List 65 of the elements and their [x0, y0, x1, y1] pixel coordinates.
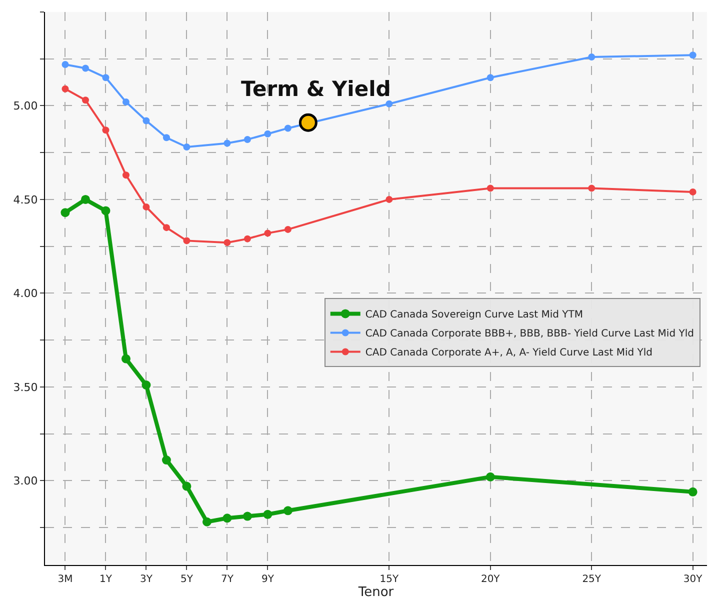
- y-tick-label: 5.00: [13, 100, 38, 113]
- point: [142, 203, 150, 210]
- point: [142, 117, 150, 124]
- point: [62, 85, 69, 92]
- x-tick-label: 25Y: [582, 574, 602, 585]
- point: [182, 482, 192, 491]
- legend-label: CAD Canada Corporate BBB+, BBB, BBB- Yield Curve Last Mid Yld: [365, 328, 694, 340]
- point: [162, 456, 171, 465]
- y-tick-label: 3.00: [13, 474, 38, 488]
- point: [202, 517, 212, 526]
- point: [162, 134, 170, 142]
- point: [298, 113, 318, 132]
- x-tick-label: 15Y: [380, 574, 400, 585]
- point: [486, 472, 495, 482]
- point: [284, 226, 292, 233]
- y-tick-label: 3.50: [13, 380, 38, 394]
- point: [283, 506, 292, 516]
- point: [82, 64, 89, 72]
- point: [244, 136, 251, 143]
- point: [263, 510, 272, 519]
- x-tick-label: 20Y: [480, 574, 501, 585]
- point: [82, 96, 89, 104]
- point: [264, 130, 272, 138]
- point: [244, 235, 251, 242]
- point: [284, 124, 292, 132]
- point: [264, 230, 272, 237]
- point: [122, 98, 130, 106]
- point: [224, 239, 231, 246]
- point: [102, 126, 110, 134]
- legend-label: CAD Canada Sovereign Curve Last Mid YTM: [365, 310, 584, 321]
- point: [102, 74, 110, 82]
- point: [60, 208, 70, 218]
- point: [122, 172, 130, 179]
- x-tick-label: 9Y: [261, 574, 275, 585]
- point: [62, 60, 69, 68]
- point: [142, 380, 151, 390]
- point: [689, 52, 696, 59]
- point: [222, 514, 232, 523]
- legend-label: CAD Canada Corporate A+, A, A- Yield Curve Last Mid Yld: [365, 348, 653, 359]
- point: [183, 143, 190, 150]
- point: [588, 53, 596, 60]
- x-axis-title: Tenor: [357, 585, 394, 600]
- x-tick-label: 30Y: [683, 574, 704, 585]
- point: [386, 196, 393, 203]
- point: [101, 206, 110, 216]
- x-tick-label: 3Y: [140, 574, 154, 585]
- point: [588, 184, 596, 192]
- point: [80, 194, 90, 204]
- x-tick-label: 1Y: [99, 574, 113, 585]
- x-tick-label: 7Y: [220, 574, 234, 585]
- point: [386, 100, 393, 108]
- point: [162, 224, 170, 232]
- x-tick-label: 5Y: [180, 574, 194, 585]
- point: [689, 188, 696, 196]
- point: [242, 512, 252, 521]
- point: [121, 354, 130, 364]
- x-tick-label: 3M: [58, 574, 73, 585]
- point: [486, 74, 494, 82]
- point: [688, 487, 698, 496]
- point: [486, 184, 494, 192]
- point: [224, 140, 231, 147]
- y-tick-label: 4.50: [13, 193, 38, 206]
- y-tick-label: 4.00: [13, 287, 38, 300]
- point: [183, 237, 190, 244]
- annotation: Term & Yield: [241, 77, 391, 101]
